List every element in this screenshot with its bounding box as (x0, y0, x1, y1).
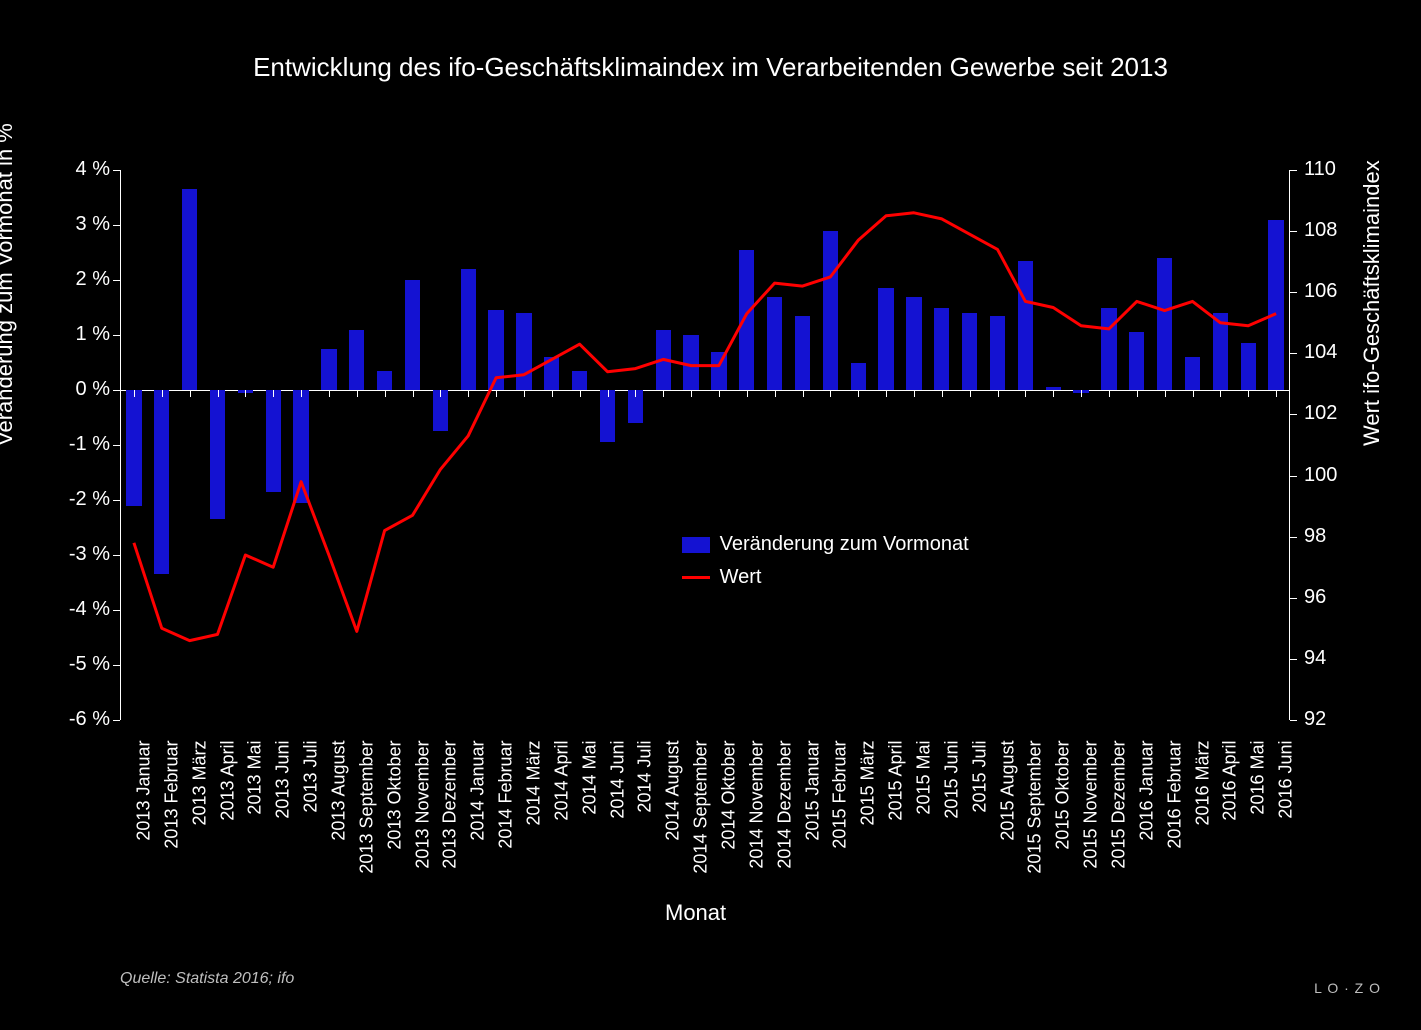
y-left-axis-label: Veränderung zum Vormonat in % (0, 123, 18, 446)
legend: Veränderung zum Vormonat Wert (682, 533, 969, 589)
x-tick-label: 2015 August (997, 741, 1018, 901)
x-tick-label: 2016 Januar (1136, 741, 1157, 901)
x-tick-label: 2016 April (1220, 741, 1241, 901)
plot-area: -6 %-5 %-4 %-3 %-2 %-1 %0 %1 %2 %3 %4 %9… (120, 170, 1290, 720)
x-tick-label: 2014 März (523, 741, 544, 901)
x-tick-label: 2015 März (858, 741, 879, 901)
y-right-axis-label: Wert ifo-Geschäftsklimaindex (1359, 160, 1385, 446)
y-right-tick-label: 104 (1304, 341, 1337, 364)
y-left-tick-label: -5 % (50, 653, 110, 676)
x-tick-label: 2015 Juli (969, 741, 990, 901)
y-left-tick-label: 0 % (50, 378, 110, 401)
y-right-tick-label: 102 (1304, 402, 1337, 425)
x-tick-label: 2016 Februar (1164, 741, 1185, 901)
x-tick-label: 2014 November (746, 741, 767, 901)
x-tick-label: 2014 Oktober (718, 741, 739, 901)
x-tick-label: 2014 Februar (496, 741, 517, 901)
x-tick-label: 2013 Januar (133, 741, 154, 901)
x-tick-label: 2015 Juni (941, 741, 962, 901)
chart-title: Entwicklung des ifo-Geschäftsklimaindex … (0, 52, 1421, 83)
x-tick-label: 2016 Juni (1276, 741, 1297, 901)
x-tick-label: 2016 März (1192, 741, 1213, 901)
watermark: L O · Z O (1314, 980, 1381, 996)
legend-label-bar: Veränderung zum Vormonat (720, 533, 969, 556)
x-tick-label: 2015 Oktober (1053, 741, 1074, 901)
x-tick-label: 2014 April (551, 741, 572, 901)
x-tick-label: 2013 November (412, 741, 433, 901)
legend-swatch-bar (682, 537, 710, 553)
y-left-tick-label: 3 % (50, 213, 110, 236)
y-left-tick-label: -6 % (50, 708, 110, 731)
x-tick-label: 2015 Mai (913, 741, 934, 901)
x-tick-label: 2015 November (1081, 741, 1102, 901)
x-tick-label: 2013 August (328, 741, 349, 901)
y-right-tick-label: 96 (1304, 586, 1326, 609)
y-left-tick-label: -3 % (50, 543, 110, 566)
y-right-tick-label: 94 (1304, 647, 1326, 670)
x-tick-label: 2015 Februar (830, 741, 851, 901)
y-right-tick-label: 100 (1304, 464, 1337, 487)
source-attribution: Quelle: Statista 2016; ifo (120, 970, 294, 988)
x-tick-label: 2014 August (663, 741, 684, 901)
y-right-tick-label: 106 (1304, 280, 1337, 303)
legend-label-line: Wert (720, 566, 762, 589)
x-tick-label: 2015 April (886, 741, 907, 901)
x-tick-label: 2013 Oktober (384, 741, 405, 901)
x-tick-label: 2013 Februar (161, 741, 182, 901)
x-tick-label: 2013 Juni (273, 741, 294, 901)
y-right-tick-label: 108 (1304, 219, 1337, 242)
x-tick-label: 2014 September (691, 741, 712, 901)
x-tick-label: 2013 Mai (245, 741, 266, 901)
x-tick-label: 2015 Dezember (1108, 741, 1129, 901)
x-tick-label: 2013 September (356, 741, 377, 901)
x-tick-label: 2015 September (1025, 741, 1046, 901)
x-tick-label: 2013 Juli (301, 741, 322, 901)
x-tick-label: 2013 April (217, 741, 238, 901)
x-tick-label: 2014 Dezember (774, 741, 795, 901)
legend-swatch-line (682, 576, 710, 579)
x-tick-label: 2014 Juni (607, 741, 628, 901)
x-tick-label: 2014 Januar (468, 741, 489, 901)
y-left-tick-label: 1 % (50, 323, 110, 346)
y-right-tick-label: 98 (1304, 525, 1326, 548)
x-tick-label: 2014 Mai (579, 741, 600, 901)
y-left-tick-label: -1 % (50, 433, 110, 456)
x-tick-label: 2013 Dezember (440, 741, 461, 901)
y-left-tick-label: 4 % (50, 158, 110, 181)
x-axis-label: Monat (665, 900, 726, 926)
y-left-tick-label: 2 % (50, 268, 110, 291)
x-tick-label: 2015 Januar (802, 741, 823, 901)
y-right-tick-label: 92 (1304, 708, 1326, 731)
y-right-tick-label: 110 (1304, 158, 1336, 181)
x-tick-label: 2013 März (189, 741, 210, 901)
y-left-tick-label: -2 % (50, 488, 110, 511)
x-tick-label: 2016 Mai (1248, 741, 1269, 901)
y-left-tick-label: -4 % (50, 598, 110, 621)
x-tick-label: 2014 Juli (635, 741, 656, 901)
